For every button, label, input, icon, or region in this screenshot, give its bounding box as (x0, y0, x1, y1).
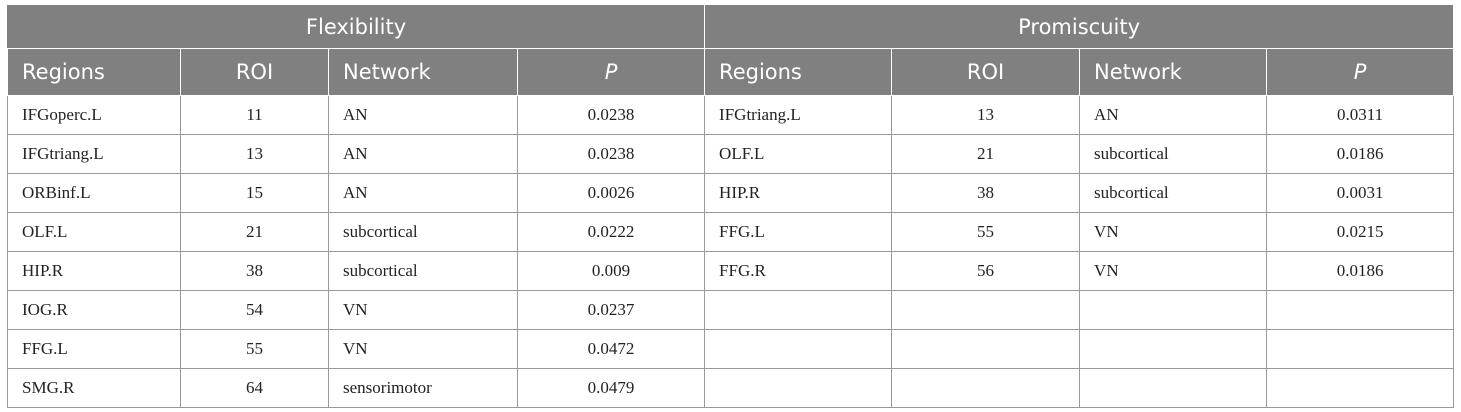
column-header-row: Regions ROI Network P Regions ROI Network P (7, 48, 1455, 96)
column-header: Regions (7, 48, 181, 96)
table-cell: IFGtriang.L (7, 134, 181, 174)
table-row: SMG.R 64 sensorimotor 0.0479 (7, 368, 1455, 408)
table-cell: 56 (891, 251, 1081, 291)
results-table: Flexibility Promiscuity Regions ROI Network P… (6, 5, 1455, 408)
table-cell: HIP.R (704, 173, 893, 213)
table-cell: FFG.L (704, 212, 893, 252)
empty-cell (704, 329, 893, 369)
table-cell: 21 (180, 212, 329, 252)
column-header: Regions (704, 48, 893, 96)
table-row: IFGoperc.L 11 AN 0.0238 IFGtriang.L 13 AN 0.031… (7, 95, 1455, 135)
table-cell: 0.0472 (516, 329, 706, 369)
table-cell: subcortical (1079, 134, 1268, 174)
table-cell: 0.0186 (1266, 134, 1455, 174)
table-cell: 13 (180, 134, 329, 174)
empty-cell (891, 368, 1081, 408)
table-cell: 38 (180, 251, 329, 291)
empty-cell (1266, 329, 1455, 369)
table-cell: 21 (891, 134, 1081, 174)
table-row: HIP.R 38 subcortical 0.009 FFG.R 56 VN 0.0186 (7, 251, 1455, 291)
table-cell: 0.0238 (516, 95, 706, 135)
column-header: P (516, 48, 706, 96)
empty-cell (1266, 368, 1455, 408)
empty-cell (704, 368, 893, 408)
table-cell: SMG.R (7, 368, 181, 408)
table-cell: OLF.L (704, 134, 893, 174)
group-header: Promiscuity (704, 5, 1455, 49)
table-cell: VN (328, 290, 518, 330)
table-row: ORBinf.L 15 AN 0.0026 HIP.R 38 subcortical 0.00… (7, 173, 1455, 213)
table-cell: 0.0237 (516, 290, 706, 330)
table-cell: 0.0031 (1266, 173, 1455, 213)
table-cell: OLF.L (7, 212, 181, 252)
empty-cell (1079, 368, 1268, 408)
table-row: FFG.L 55 VN 0.0472 (7, 329, 1455, 369)
column-header: Network (1079, 48, 1268, 96)
table-cell: 54 (180, 290, 329, 330)
empty-cell (1079, 329, 1268, 369)
table-cell: sensorimotor (328, 368, 518, 408)
table-cell: 15 (180, 173, 329, 213)
table-body: Flexibility Promiscuity Regions ROI Network P… (6, 5, 1455, 408)
table-cell: 11 (180, 95, 329, 135)
table-cell: AN (1079, 95, 1268, 135)
table-cell: 0.0479 (516, 368, 706, 408)
table-row: IFGtriang.L 13 AN 0.0238 OLF.L 21 subcortical 0… (7, 134, 1455, 174)
table-cell: VN (328, 329, 518, 369)
column-header: ROI (891, 48, 1081, 96)
table-cell: AN (328, 95, 518, 135)
table-cell: 0.0222 (516, 212, 706, 252)
table-cell: IFGtriang.L (704, 95, 893, 135)
empty-cell (891, 329, 1081, 369)
empty-cell (704, 290, 893, 330)
table-cell: 0.0026 (516, 173, 706, 213)
table-cell: 0.0215 (1266, 212, 1455, 252)
group-header: Flexibility (6, 5, 706, 49)
table-cell: 55 (180, 329, 329, 369)
table-cell: 13 (891, 95, 1081, 135)
table-cell: 64 (180, 368, 329, 408)
table-cell: IOG.R (7, 290, 181, 330)
table-cell: 0.0186 (1266, 251, 1455, 291)
column-header: ROI (180, 48, 329, 96)
empty-cell (891, 290, 1081, 330)
table-cell: ORBinf.L (7, 173, 181, 213)
table-cell: IFGoperc.L (7, 95, 181, 135)
table-cell: 0.0238 (516, 134, 706, 174)
empty-cell (1266, 290, 1455, 330)
table-cell: FFG.L (7, 329, 181, 369)
table-cell: HIP.R (7, 251, 181, 291)
table-cell: 0.009 (516, 251, 706, 291)
column-header: Network (328, 48, 518, 96)
table-row: OLF.L 21 subcortical 0.0222 FFG.L 55 VN 0.0215 (7, 212, 1455, 252)
empty-cell (1079, 290, 1268, 330)
table-cell: FFG.R (704, 251, 893, 291)
table-cell: AN (328, 134, 518, 174)
column-header: P (1266, 48, 1455, 96)
table-cell: subcortical (328, 251, 518, 291)
group-header-row: Flexibility Promiscuity (6, 5, 1455, 49)
table-cell: 0.0311 (1266, 95, 1455, 135)
table-cell: subcortical (1079, 173, 1268, 213)
table-cell: AN (328, 173, 518, 213)
table-cell: 55 (891, 212, 1081, 252)
table-cell: subcortical (328, 212, 518, 252)
table-cell: VN (1079, 251, 1268, 291)
table-cell: VN (1079, 212, 1268, 252)
table-row: IOG.R 54 VN 0.0237 (7, 290, 1455, 330)
table-cell: 38 (891, 173, 1081, 213)
